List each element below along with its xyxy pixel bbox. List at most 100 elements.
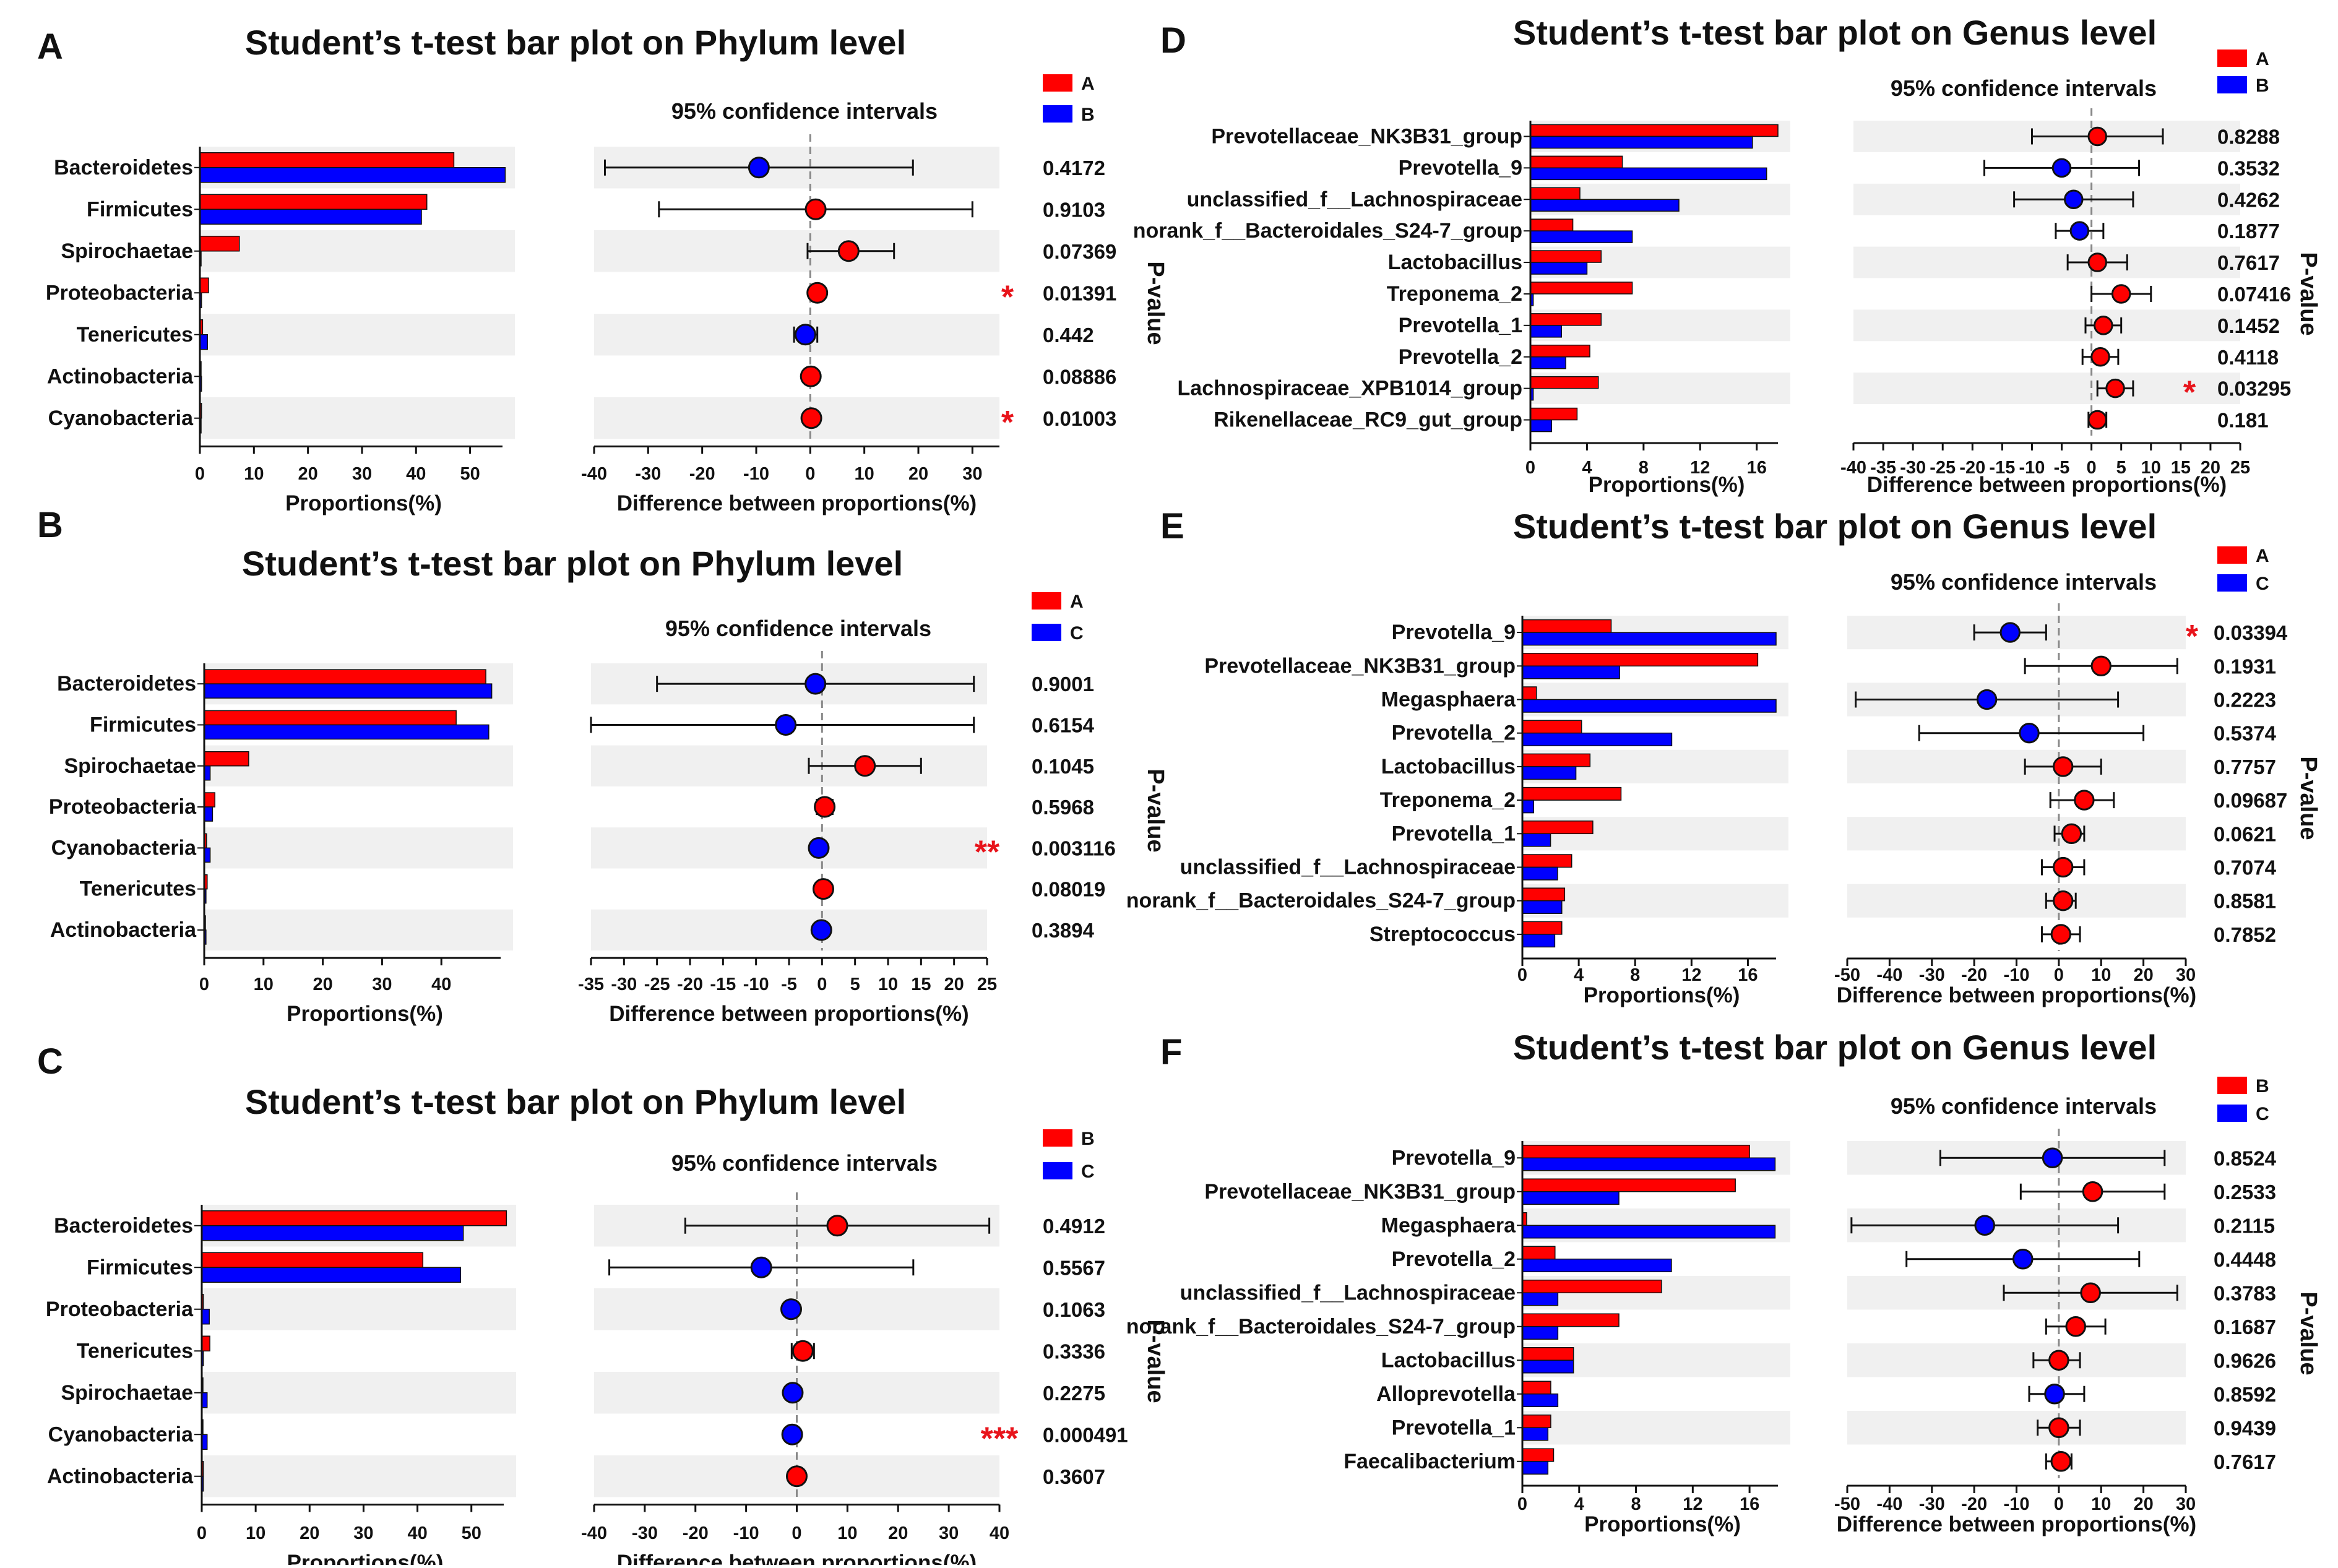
- ci-point: [780, 1298, 802, 1320]
- bar-x-tick-label: 30: [353, 1523, 373, 1543]
- ci-point: [806, 282, 829, 304]
- panel-c: C Student’s t-test bar plot on Phylum lev…: [37, 1041, 1168, 1568]
- row-stripe-bars: [202, 1288, 516, 1330]
- ci-point: [2064, 189, 2084, 210]
- category-label: Prevotella_9: [1392, 1146, 1516, 1170]
- ci-x-tick-label: -25: [644, 975, 670, 994]
- p-value-axis-title: P-value: [2295, 252, 2321, 335]
- panel-title: Student’s t-test bar plot on Phylum leve…: [242, 544, 903, 583]
- bar-x-tick-label: 0: [1517, 965, 1527, 985]
- ci-title: 95% confidence intervals: [1891, 569, 2157, 595]
- ci-point: [2044, 1383, 2065, 1405]
- bar-series2: [1530, 230, 1633, 243]
- row-stripe-ci: [1853, 246, 2240, 278]
- bar-series1: [1522, 1145, 1750, 1158]
- p-value-axis-title: P-value: [1142, 261, 1168, 345]
- ci-x-tick-label: 0: [2054, 1494, 2064, 1514]
- ci-x-tick-label: -20: [683, 1523, 709, 1543]
- p-value-label: 0.4118: [2217, 346, 2279, 369]
- bar-series2: [1522, 1359, 1574, 1374]
- ci-x-tick-label: 0: [817, 975, 827, 994]
- bar-series2: [1522, 1292, 1559, 1306]
- category-label: Proteobacteria: [46, 1298, 194, 1321]
- bar-series1: [1522, 786, 1622, 801]
- ci-x-tick-label: 0: [2054, 965, 2064, 985]
- ci-point: [2090, 655, 2112, 676]
- ci-x-tick-label: -20: [1961, 1494, 1987, 1514]
- ci-x-tick-label: 20: [2133, 1494, 2153, 1514]
- bar-x-tick-label: 8: [1631, 1494, 1641, 1514]
- p-value-axis-title: P-value: [2295, 756, 2321, 840]
- bar-series1: [199, 194, 428, 210]
- ci-point: [2048, 1350, 2069, 1371]
- ci-point: [808, 837, 830, 859]
- category-label: Proteobacteria: [49, 795, 197, 819]
- category-label: Firmicutes: [90, 713, 196, 736]
- ci-x-tick-label: -10: [743, 464, 769, 484]
- category-label: Bacteroidetes: [54, 1214, 193, 1238]
- legend-label: C: [2256, 574, 2269, 594]
- panel-letter: E: [1160, 506, 1184, 546]
- bar-series1: [204, 792, 215, 808]
- p-value-label: 0.2223: [2214, 689, 2276, 712]
- bar-x-tick-label: 50: [460, 464, 480, 484]
- ci-x-tick-label: -30: [635, 464, 661, 484]
- bar-series2: [1530, 199, 1680, 212]
- p-value-label: 0.7852: [2214, 923, 2276, 946]
- ci-point: [2053, 856, 2074, 878]
- p-value-axis-title: P-value: [1142, 769, 1168, 852]
- legend-swatch: [1032, 592, 1061, 610]
- row-stripe-bars: [204, 827, 513, 869]
- category-label: Prevotellaceae_NK3B31_group: [1204, 654, 1516, 678]
- ci-point: [2094, 316, 2113, 335]
- bar-series1: [201, 1210, 507, 1226]
- significance-star: *: [1001, 405, 1014, 441]
- ci-x-tick-label: 0: [805, 464, 815, 484]
- category-label: Megasphaera: [1381, 1213, 1516, 1237]
- category-label: Firmicutes: [87, 1256, 193, 1279]
- p-value-label: 0.3607: [1043, 1465, 1105, 1488]
- ci-title: 95% confidence intervals: [665, 616, 931, 641]
- ci-x-tick-label: 30: [2176, 1494, 2196, 1514]
- bar-series2: [204, 806, 214, 822]
- p-value-label: 0.9626: [2214, 1349, 2276, 1372]
- ci-x-tick-label: -15: [710, 975, 736, 994]
- row-stripe-ci: [1847, 1343, 2186, 1377]
- ci-point: [2019, 723, 2040, 744]
- category-label: Cyanobacteria: [48, 1423, 194, 1446]
- bar-x-tick-label: 8: [1630, 965, 1640, 985]
- row-stripe-bars: [1522, 1411, 1790, 1445]
- bar-x-tick-label: 4: [1574, 965, 1584, 985]
- panel-title: Student’s t-test bar plot on Genus level: [1513, 1028, 2157, 1067]
- bar-x-tick-label: 50: [462, 1523, 481, 1543]
- category-label: Prevotella_2: [1392, 722, 1516, 745]
- bar-series2: [1530, 262, 1588, 275]
- ci-x-tick-label: 10: [837, 1523, 857, 1543]
- ci-point: [826, 1215, 848, 1237]
- ci-x-tick-label: 5: [2116, 458, 2126, 478]
- row-stripe-ci: [594, 397, 999, 439]
- category-label: unclassified_f__Lachnospiraceae: [1180, 1281, 1516, 1304]
- ci-x-tick-label: -20: [677, 975, 703, 994]
- bar-series2: [1522, 1461, 1549, 1475]
- ci-point: [800, 365, 822, 387]
- ci-x-tick-label: -5: [781, 975, 797, 994]
- bar-x-tick-label: 0: [199, 975, 209, 994]
- bar-series2: [1522, 699, 1777, 713]
- ci-point: [804, 198, 827, 220]
- ci-x-tick-label: -40: [1876, 965, 1902, 985]
- ci-x-tick-label: -35: [578, 975, 604, 994]
- legend-swatch: [1043, 74, 1072, 92]
- category-label: Tenericutes: [77, 1339, 193, 1363]
- bar-series2: [1522, 1259, 1672, 1272]
- p-value-label: 0.5374: [2214, 722, 2277, 745]
- ci-point: [804, 673, 827, 695]
- bar-series1: [1522, 619, 1612, 633]
- category-label: Prevotellaceae_NK3B31_group: [1204, 1180, 1516, 1204]
- bar-series1: [1522, 653, 1759, 667]
- ci-point: [748, 157, 770, 179]
- p-value-label: 0.08886: [1043, 365, 1116, 388]
- bar-series1: [1522, 854, 1572, 868]
- ci-x-tick-label: -40: [581, 1523, 607, 1543]
- category-label: Prevotella_1: [1399, 314, 1522, 337]
